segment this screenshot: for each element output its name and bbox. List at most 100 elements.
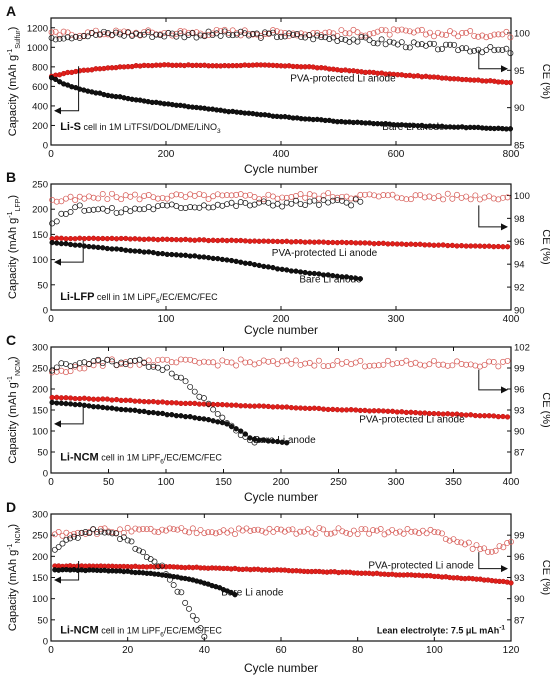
ce-marker-pva bbox=[471, 32, 478, 39]
arrowhead-left bbox=[54, 258, 61, 266]
y-axis-label-sup: -1 bbox=[7, 211, 14, 217]
ce-marker-pva bbox=[366, 530, 373, 537]
ce-marker-bare bbox=[374, 40, 381, 47]
ce-marker-bare bbox=[201, 633, 208, 640]
ce-marker-bare bbox=[197, 32, 204, 39]
ce-marker-bare bbox=[463, 45, 470, 52]
ce-marker-bare bbox=[193, 616, 200, 623]
arrowhead-right bbox=[501, 565, 508, 573]
ce-marker-bare bbox=[370, 40, 377, 46]
capacity-marker-bare bbox=[169, 412, 175, 418]
ce-marker-pva bbox=[492, 547, 499, 554]
capacity-marker-pva bbox=[118, 235, 124, 242]
ce-marker-pva bbox=[101, 525, 108, 532]
cell-sub-after: /EC/EMC/FEC bbox=[160, 292, 219, 302]
ce-marker-pva bbox=[354, 29, 361, 36]
ce-marker-pva bbox=[159, 526, 166, 533]
ce-marker-pva bbox=[322, 29, 329, 36]
ce-marker-pva bbox=[423, 530, 430, 537]
ce-marker-pva bbox=[362, 526, 369, 533]
ce-marker-bare bbox=[145, 363, 152, 370]
ce-marker-pva bbox=[131, 191, 138, 198]
y-axis-label-sup: -1 bbox=[7, 49, 14, 55]
ce-marker-bare bbox=[286, 30, 292, 37]
ce-marker-bare bbox=[154, 364, 161, 371]
ce-marker-bare bbox=[161, 33, 168, 40]
ce-marker-bare bbox=[334, 197, 341, 204]
ce-marker-bare bbox=[163, 571, 169, 578]
ce-marker-pva bbox=[121, 28, 127, 35]
capacity-marker-bare bbox=[90, 244, 97, 250]
ce-marker-pva bbox=[233, 362, 240, 369]
ce-marker-pva bbox=[487, 33, 494, 39]
ce-marker-pva bbox=[394, 360, 401, 366]
ce-marker-pva bbox=[182, 194, 189, 201]
capacity-marker-bare bbox=[67, 241, 74, 248]
ce-marker-pva bbox=[377, 526, 384, 532]
ce-marker-pva bbox=[228, 359, 235, 366]
capacity-marker-pva bbox=[334, 407, 341, 413]
capacity-marker-pva bbox=[164, 400, 170, 406]
capacity-marker-bare bbox=[288, 268, 295, 274]
ce-marker-pva bbox=[81, 365, 88, 372]
x-tick-label: 250 bbox=[330, 477, 347, 488]
ce-marker-pva bbox=[181, 28, 188, 35]
ce-marker-pva bbox=[435, 193, 442, 200]
capacity-marker-bare bbox=[127, 248, 134, 254]
ce-marker-pva bbox=[458, 539, 465, 546]
data-markers bbox=[49, 190, 511, 282]
capacity-marker-pva bbox=[348, 239, 354, 246]
cell-type: Li-NCM bbox=[60, 451, 98, 463]
ce-marker-pva bbox=[331, 529, 338, 536]
axis-arrow-right bbox=[478, 49, 507, 70]
ce-marker-bare bbox=[354, 38, 361, 45]
capacity-marker-pva bbox=[380, 408, 387, 414]
capacity-marker-pva bbox=[440, 242, 446, 248]
ce-marker-bare bbox=[274, 34, 280, 41]
ce-marker-pva bbox=[302, 360, 309, 367]
ce-marker-pva bbox=[209, 30, 216, 37]
ce-marker-pva bbox=[58, 198, 65, 205]
capacity-marker-pva bbox=[150, 398, 157, 405]
capacity-marker-pva bbox=[486, 243, 492, 249]
arrowhead-right bbox=[501, 223, 508, 231]
capacity-marker-pva bbox=[63, 236, 69, 242]
y-tick-label: 300 bbox=[32, 343, 48, 354]
ce-marker-bare bbox=[131, 205, 138, 212]
ce-marker-pva bbox=[104, 31, 111, 38]
ce-marker-pva bbox=[177, 28, 184, 34]
cell-description: Li-S cell in 1M LiTFSI/DOL/DME/LiNO3 bbox=[60, 121, 221, 135]
capacity-marker-pva bbox=[238, 237, 244, 244]
ce-marker-pva bbox=[245, 30, 252, 37]
capacity-marker-bare bbox=[86, 403, 92, 409]
capacity-marker-pva bbox=[261, 238, 267, 244]
capacity-marker-pva bbox=[426, 242, 433, 248]
capacity-marker-pva bbox=[293, 239, 299, 245]
ce-marker-bare bbox=[398, 39, 405, 46]
ce-marker-pva bbox=[440, 361, 447, 368]
ce-marker-bare bbox=[320, 197, 327, 204]
capacity-marker-pva bbox=[146, 236, 152, 242]
y-tick-label: 150 bbox=[32, 230, 48, 241]
capacity-marker-bare bbox=[182, 252, 189, 258]
ce-marker-pva bbox=[140, 525, 146, 532]
ce-marker-pva bbox=[467, 196, 474, 203]
ce-tick-label: 98 bbox=[514, 214, 525, 225]
ce-marker-pva bbox=[216, 529, 223, 536]
capacity-marker-pva bbox=[81, 395, 87, 401]
ce-marker-pva bbox=[398, 26, 405, 33]
ce-marker-pva bbox=[347, 530, 353, 537]
ce-marker-pva bbox=[177, 356, 184, 363]
ce-marker-pva bbox=[403, 357, 410, 364]
ce-marker-pva bbox=[496, 543, 503, 550]
ce-tick-label: 90 bbox=[514, 427, 525, 438]
ce-marker-bare bbox=[141, 359, 148, 366]
ce-marker-pva bbox=[117, 526, 123, 533]
ce-marker-pva bbox=[486, 358, 493, 365]
ce-marker-bare bbox=[196, 204, 203, 211]
ce-marker-pva bbox=[334, 358, 341, 364]
ce-marker-pva bbox=[274, 28, 280, 35]
ce-marker-pva bbox=[205, 32, 212, 38]
label-pva: PVA-protected Li anode bbox=[272, 248, 378, 259]
capacity-marker-bare bbox=[123, 247, 129, 253]
